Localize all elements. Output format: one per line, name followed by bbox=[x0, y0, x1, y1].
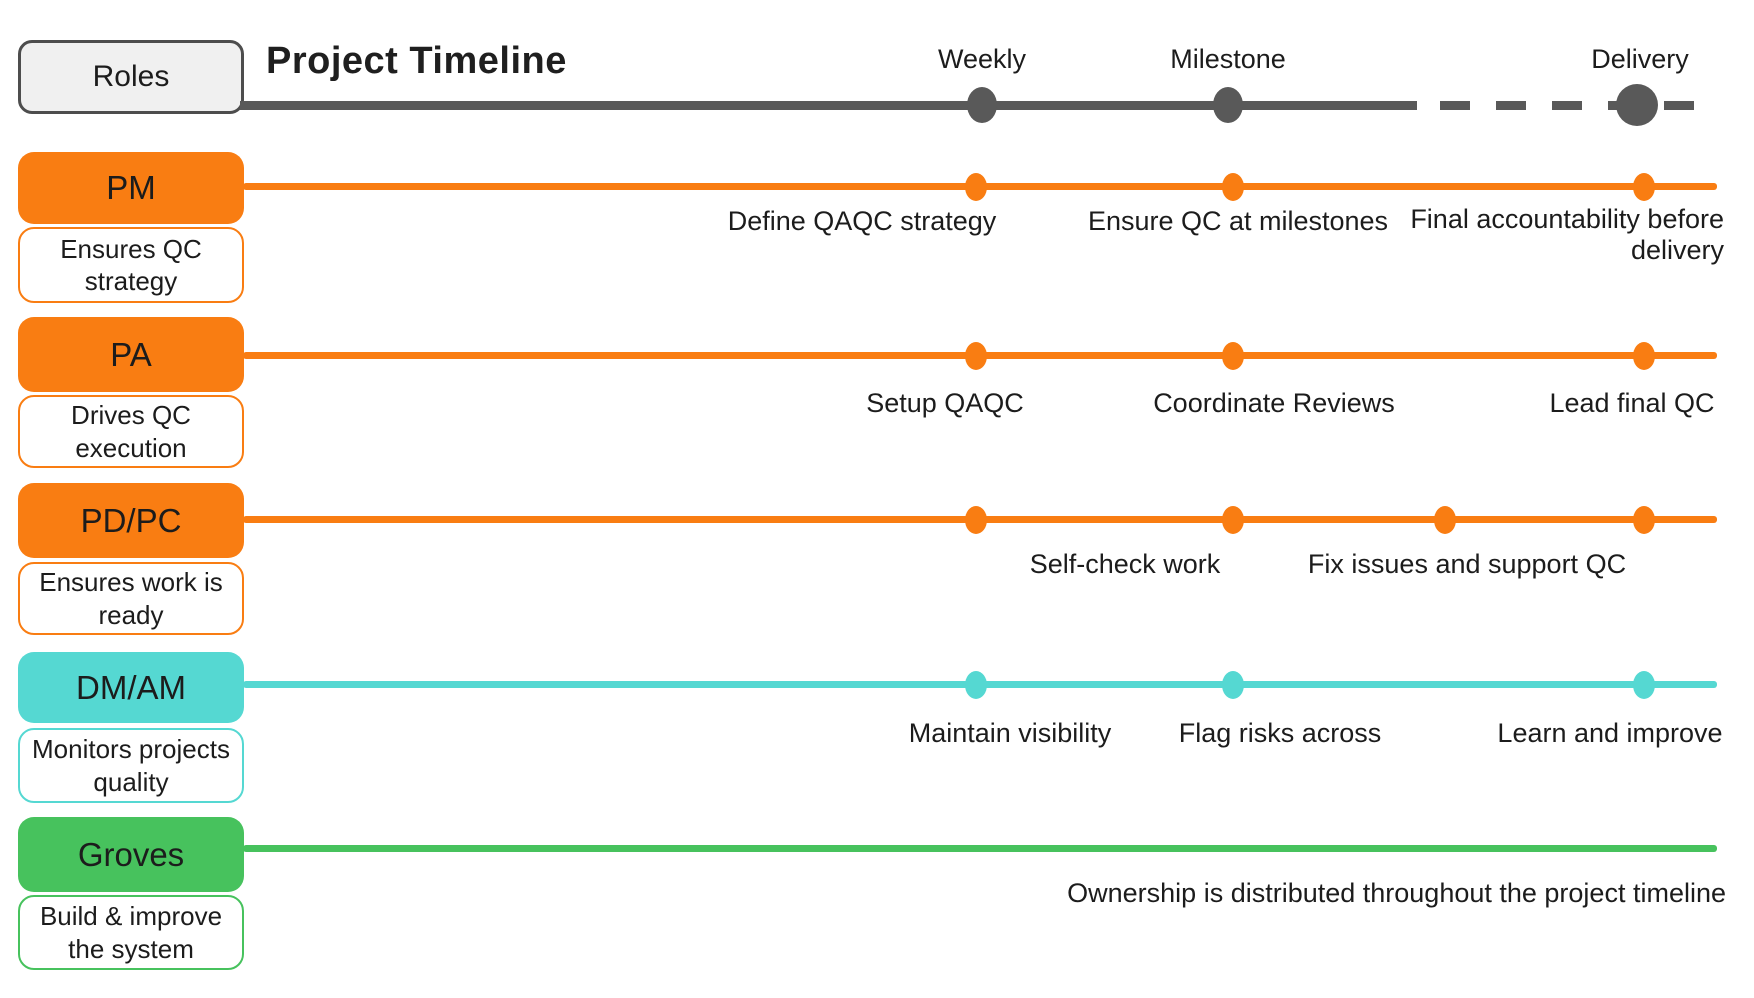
role-label: DM/AM bbox=[76, 668, 186, 706]
lane-dot bbox=[1222, 671, 1244, 699]
lane-dot bbox=[1222, 342, 1244, 370]
annotation: Define QAQC strategy bbox=[727, 206, 997, 236]
annotation: Setup QAQC bbox=[866, 388, 1024, 418]
lane-dot bbox=[965, 342, 987, 370]
delivery-marker-node bbox=[1616, 84, 1658, 126]
role-desc-label: Monitors projects quality bbox=[32, 734, 230, 797]
role-desc-label: Ensures QC strategy bbox=[60, 233, 202, 297]
role-desc-label: Drives QC execution bbox=[71, 400, 191, 463]
role-desc-label: Ensures work is ready bbox=[39, 567, 223, 630]
role-desc-label: Build & improve the system bbox=[39, 901, 223, 964]
lane-dot bbox=[1633, 671, 1655, 699]
annotation: Fix issues and support QC bbox=[1307, 549, 1627, 579]
roles-legend-box: Roles bbox=[18, 40, 244, 114]
role-desc-dmam: Monitors projects quality bbox=[18, 728, 244, 803]
marker-label-weekly: Weekly bbox=[937, 44, 1027, 74]
lane-dot bbox=[1633, 173, 1655, 201]
role-label: Groves bbox=[77, 835, 185, 873]
lane-dot bbox=[1633, 506, 1655, 534]
marker-label-milestone: Milestone bbox=[1170, 44, 1286, 74]
lane-dot bbox=[1222, 173, 1244, 201]
role-label: PM bbox=[106, 169, 156, 206]
role-desc-pdpc: Ensures work is ready bbox=[18, 562, 244, 635]
annotation: Coordinate Reviews bbox=[1153, 388, 1395, 418]
lane-line-groves bbox=[243, 845, 1717, 852]
role-label: PA bbox=[110, 335, 152, 373]
annotation: Self-check work bbox=[1029, 549, 1221, 579]
role-box-pm: PM bbox=[18, 152, 244, 224]
marker-label-delivery: Delivery bbox=[1591, 44, 1689, 74]
role-box-groves: Groves bbox=[18, 817, 244, 892]
role-desc-pa: Drives QC execution bbox=[18, 395, 244, 468]
role-label: PD/PC bbox=[80, 501, 182, 539]
annotation: Maintain visibility bbox=[908, 718, 1112, 748]
project-timeline-bar bbox=[240, 101, 1417, 110]
role-desc-pm: Ensures QC strategy bbox=[18, 227, 244, 303]
page-title: Project Timeline bbox=[266, 40, 567, 82]
lane-dot bbox=[965, 173, 987, 201]
project-timeline-bar-dashed bbox=[1440, 101, 1712, 110]
annotation: Final accountability before delivery bbox=[1410, 204, 1724, 265]
lane-dot bbox=[965, 671, 987, 699]
role-box-pa: PA bbox=[18, 317, 244, 392]
role-box-dmam: DM/AM bbox=[18, 652, 244, 723]
role-box-pdpc: PD/PC bbox=[18, 483, 244, 558]
annotation: Ensure QC at milestones bbox=[1087, 206, 1389, 236]
lane-dot bbox=[965, 506, 987, 534]
lane-dot bbox=[1222, 506, 1244, 534]
annotation: Flag risks across bbox=[1178, 718, 1382, 748]
roles-label: Roles bbox=[92, 60, 170, 93]
lane-dot bbox=[1434, 506, 1456, 534]
lane-dot bbox=[1633, 342, 1655, 370]
annotation: Learn and improve bbox=[1497, 718, 1723, 748]
ownership-note: Ownership is distributed throughout the … bbox=[1067, 878, 1726, 908]
weekly-marker-node bbox=[967, 87, 997, 123]
milestone-marker-node bbox=[1213, 87, 1243, 123]
role-desc-groves: Build & improve the system bbox=[18, 895, 244, 970]
annotation: Lead final QC bbox=[1549, 388, 1715, 418]
